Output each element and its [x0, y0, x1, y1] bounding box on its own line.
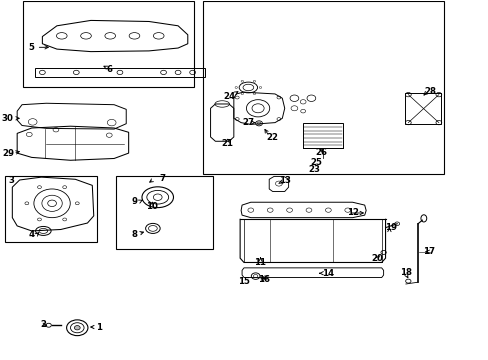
Text: 1: 1 [96, 323, 102, 332]
Text: 30: 30 [1, 114, 13, 123]
Text: 8: 8 [131, 230, 137, 239]
Text: 7: 7 [159, 174, 165, 183]
Text: 14: 14 [322, 269, 334, 278]
Text: 10: 10 [146, 202, 158, 211]
Text: 13: 13 [278, 176, 290, 185]
Bar [23, 1, 193, 87]
Text: 18: 18 [399, 268, 411, 277]
Text: 12: 12 [346, 208, 358, 217]
Text: 25: 25 [310, 158, 322, 167]
Bar [203, 1, 443, 174]
Text: 23: 23 [308, 166, 320, 175]
Bar [116, 176, 213, 249]
Text: 19: 19 [385, 223, 397, 232]
Text: 20: 20 [370, 255, 382, 264]
Text: 15: 15 [238, 276, 249, 285]
Bar [4, 176, 97, 242]
Bar [303, 123, 342, 148]
Text: 9: 9 [131, 197, 137, 206]
Text: 16: 16 [257, 275, 269, 284]
Text: 3: 3 [8, 176, 14, 185]
Text: 28: 28 [423, 86, 435, 95]
Text: 11: 11 [254, 258, 266, 267]
Text: 5: 5 [29, 43, 35, 52]
Text: 2: 2 [41, 320, 46, 329]
Text: 6: 6 [106, 65, 112, 74]
Text: 27: 27 [242, 118, 254, 127]
Text: 29: 29 [2, 149, 15, 158]
Text: 4: 4 [29, 230, 35, 239]
Text: 17: 17 [422, 247, 434, 256]
Ellipse shape [74, 325, 80, 330]
Text: 22: 22 [266, 133, 278, 142]
Text: 26: 26 [314, 148, 326, 157]
Text: 24: 24 [223, 92, 235, 101]
Text: 21: 21 [221, 139, 233, 148]
Bar [404, 93, 440, 125]
